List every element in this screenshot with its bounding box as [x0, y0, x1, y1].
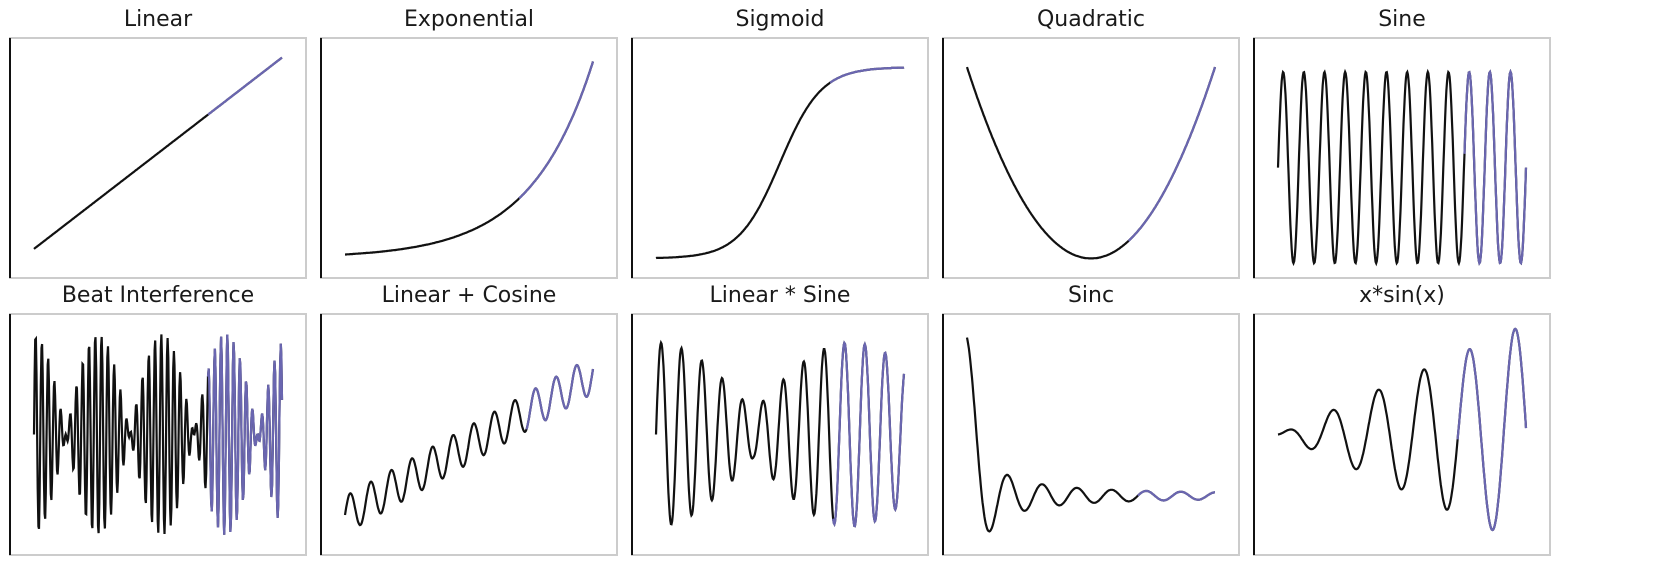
- panel-title: x*sin(x): [1359, 283, 1445, 308]
- series-line-truth: [1277, 327, 1528, 532]
- panel-frame: [631, 37, 929, 279]
- panel-linear-cosine: Linear + Cosine: [320, 283, 618, 556]
- series-line-prediction: [1456, 327, 1528, 532]
- series-line-prediction: [206, 334, 284, 535]
- panel-title: Sinc: [1068, 283, 1114, 308]
- series-line-prediction: [829, 66, 905, 84]
- panel-beat-interference: Beat Interference: [9, 283, 307, 556]
- series-line-truth: [965, 337, 1215, 533]
- panel-linear-sine: Linear * Sine: [631, 283, 929, 556]
- panel-title: Beat Interference: [62, 283, 254, 308]
- panel-title: Linear + Cosine: [382, 283, 557, 308]
- panel-frame: [320, 37, 618, 279]
- panel-title: Quadratic: [1037, 7, 1145, 32]
- panel-exponential: Exponential: [320, 7, 618, 279]
- panel-sinc: Sinc: [942, 283, 1240, 556]
- panel-title: Linear * Sine: [710, 283, 851, 308]
- panel-title: Sine: [1378, 7, 1426, 32]
- panel-title: Linear: [124, 7, 193, 32]
- series-line-prediction: [1137, 489, 1215, 502]
- panel-linear: Linear: [9, 7, 307, 279]
- panel-frame: [942, 313, 1240, 556]
- series-line-truth: [655, 66, 905, 260]
- series-line-truth: [345, 61, 595, 256]
- panel-title: Exponential: [404, 7, 534, 32]
- panel-frame: [942, 37, 1240, 279]
- series-line-prediction: [1127, 66, 1217, 242]
- panel-sine: Sine: [1253, 7, 1551, 279]
- series-line-prediction: [518, 61, 595, 200]
- series-line-truth: [1276, 68, 1528, 267]
- panel-title: Sigmoid: [735, 7, 824, 32]
- series-line-prediction: [207, 56, 283, 116]
- series-line-prediction: [525, 363, 595, 430]
- panel-sigmoid: Sigmoid: [631, 7, 929, 279]
- panel-quadratic: Quadratic: [942, 7, 1240, 279]
- series-line-prediction: [832, 340, 906, 528]
- series-line-truth: [343, 363, 595, 527]
- panel-frame: [320, 313, 618, 556]
- panel-x-sin-x-: x*sin(x): [1253, 283, 1551, 556]
- series-line-prediction: [1463, 68, 1528, 266]
